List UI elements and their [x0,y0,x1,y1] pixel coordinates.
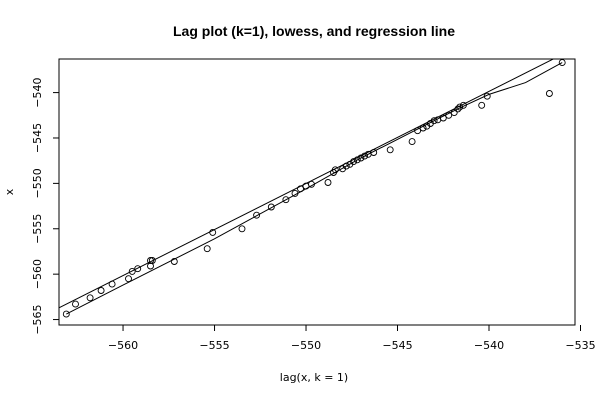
data-point [147,257,154,264]
data-point [253,211,261,219]
x-tick-label: −545 [382,339,412,352]
data-point [297,185,304,193]
plot-frame [58,58,576,326]
data-point [386,146,394,154]
x-tick-label: −560 [108,339,138,352]
data-point [357,154,365,162]
y-tick-label: −545 [31,123,44,153]
y-tick-label: −550 [31,168,44,198]
data-point [267,203,275,211]
data-point [370,149,378,156]
data-point [86,294,94,302]
data-point [558,59,566,67]
x-tick-label: −535 [565,339,595,352]
data-point [134,265,142,273]
y-tick-label: −560 [31,259,44,289]
y-tick-label: −565 [31,304,44,334]
data-point [203,245,211,253]
data-point [342,162,350,170]
data-point [128,267,136,275]
y-axis-label: x [3,188,16,195]
data-point [408,138,416,146]
data-point [353,156,361,164]
data-point [97,287,105,294]
data-point [439,114,447,122]
data-point [350,158,358,166]
data-point [450,109,458,117]
data-point [238,225,246,233]
data-point [430,117,438,125]
lowess-line [66,62,563,315]
data-point [331,166,339,174]
data-point [478,101,486,109]
data-point [148,257,156,264]
data-point [170,258,178,265]
y-tick-label: −540 [31,77,44,107]
data-point [361,152,369,160]
x-tick-label: −555 [199,339,229,352]
x-axis-label: lag(x, k = 1) [280,371,348,384]
chart-title: Lag plot (k=1), lowess, and regression l… [173,23,455,39]
data-point [72,300,79,308]
data-point [291,189,299,197]
data-point [282,196,290,204]
data-point [454,105,462,113]
data-point [456,103,464,111]
x-tick-label: −540 [474,339,504,352]
data-point [459,101,467,109]
data-point [419,124,427,132]
data-point [324,179,332,186]
y-tick-label: −555 [31,214,44,244]
data-point [125,275,132,283]
data-point [62,310,70,318]
data-point [209,228,217,236]
x-axis: −560 −555 −550 −545 −540 −535 [108,325,596,352]
data-point [483,92,491,100]
data-point [308,180,315,188]
data-point [545,90,553,97]
scatter-points [62,59,566,318]
data-point [414,127,422,135]
data-point [445,111,453,119]
y-axis: −540 −545 −550 −555 −560 −565 [31,77,59,335]
data-point [108,280,116,288]
x-tick-label: −550 [291,339,321,352]
